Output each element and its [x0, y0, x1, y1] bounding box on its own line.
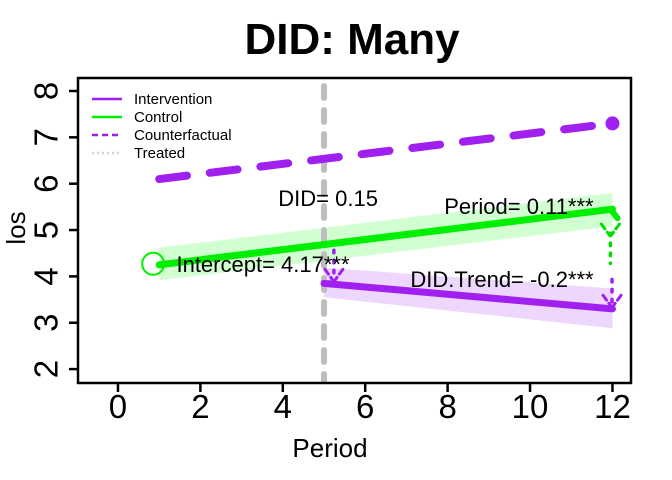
- y-tick-label-2: 2: [28, 360, 65, 378]
- legend-label-control: Control: [134, 109, 182, 126]
- y-tick-label-4: 4: [28, 267, 65, 285]
- y-tick-label-8: 8: [28, 82, 65, 100]
- x-tick-label-6: 6: [356, 388, 374, 425]
- annotation-3: DID.Trend= -0.2***: [410, 267, 594, 292]
- control-line-end-tip: [608, 207, 621, 222]
- annotation-2: Period= 0.11***: [444, 194, 594, 219]
- legend-label-treated: Treated: [134, 145, 185, 162]
- treated-end-gap-arrow-head-right: [611, 293, 623, 308]
- control-line: [155, 205, 616, 269]
- plot-border: [76, 76, 633, 385]
- annotation-1: Intercept= 4.17***: [176, 252, 350, 277]
- y-axis-label: los: [1, 211, 31, 244]
- y-tick-label-6: 6: [28, 175, 65, 193]
- control-intercept-marker: [141, 251, 166, 276]
- counterfactual-end-marker: [605, 116, 620, 131]
- annotation-0: DID= 0.15: [278, 186, 378, 211]
- y-tick-label-5: 5: [28, 221, 65, 239]
- y-tick-label-7: 7: [28, 128, 65, 146]
- y-tick-label-3: 3: [28, 314, 65, 332]
- x-axis-label: Period: [292, 433, 367, 463]
- axis-ticks-layer: 0 2 4 6 8 10 12 2 3 4 5 6 7 8: [28, 82, 631, 425]
- plot-title: DID: Many: [244, 15, 460, 64]
- legend-label-intervention: Intervention: [134, 91, 212, 108]
- did-gap-arrow-head-right: [333, 267, 345, 282]
- annotations-layer: DID= 0.15 Intercept= 4.17*** Period= 0.11*…: [176, 186, 594, 292]
- x-tick-label-2: 2: [191, 388, 209, 425]
- legend-label-counterfactual: Counterfactual: [134, 127, 232, 144]
- counterfactual-line: [155, 119, 617, 184]
- x-tick-label-12: 12: [594, 388, 631, 425]
- treated-end-gap-arrow-head-left: [601, 293, 613, 308]
- control-end-gap-arrow-head-right: [609, 222, 621, 237]
- x-tick-label-0: 0: [109, 388, 127, 425]
- control-end-gap-arrow-head-left: [599, 222, 611, 237]
- x-tick-label-10: 10: [512, 388, 549, 425]
- did-gap-arrow-head-left: [323, 267, 335, 282]
- series-lines-layer: [141, 116, 621, 313]
- gap-arrows-layer: [323, 222, 623, 308]
- intervention-line: [320, 279, 616, 313]
- x-tick-label-8: 8: [438, 388, 456, 425]
- x-tick-label-4: 4: [274, 388, 292, 425]
